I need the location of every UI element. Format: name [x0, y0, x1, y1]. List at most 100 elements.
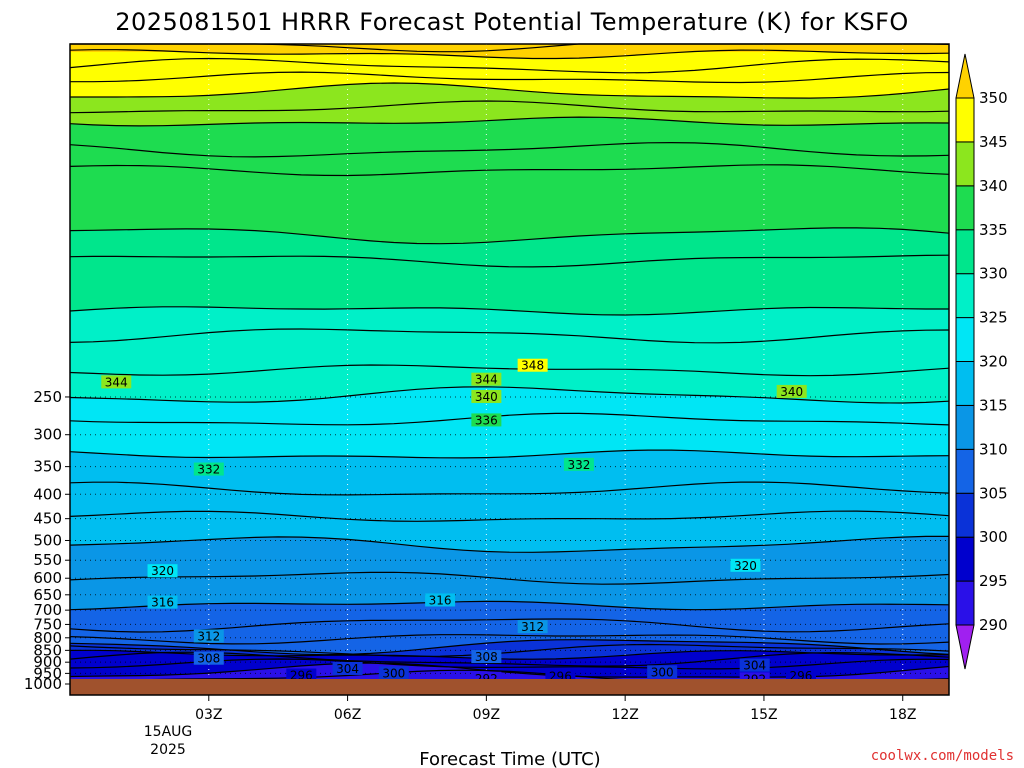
colorbar-label-315: 315: [979, 396, 1008, 414]
ground-fill: [70, 679, 949, 695]
plot-frame: [69, 43, 950, 696]
colorbar-swatch-340: [955, 141, 975, 187]
fill-band-344: [70, 72, 949, 99]
contour-label-336: 336: [475, 413, 498, 427]
contour-label-bg-332: [563, 457, 594, 471]
contour-330: [69, 306, 949, 316]
contour-344: [70, 82, 950, 99]
fill-band-340: [70, 101, 949, 126]
contour-322: [69, 412, 950, 426]
colorbar-swatch-315: [955, 361, 975, 406]
fill-band-326: [70, 329, 949, 376]
contour-328: [69, 328, 950, 344]
colorbar: 290 295 300 305 310 315 320 325 330 335 340 345 350: [955, 53, 1008, 670]
fill-band-328: [70, 306, 949, 343]
contour-label-bg-296: [785, 668, 816, 682]
x-tick-label-9: 09Z: [473, 707, 500, 723]
colorbar-swatch-345: [955, 97, 975, 143]
colorbar-label-305: 305: [979, 484, 1008, 502]
y-tick-label-450: 450: [33, 510, 62, 528]
colorbar-swatch-305: [955, 448, 975, 494]
fill-band-314: [70, 511, 949, 553]
contour-label-bg-320: [730, 558, 761, 572]
colorbar-swatch-300: [955, 492, 975, 538]
colorbar-bottom-arrow: [955, 624, 975, 670]
fill-band-346: [70, 58, 949, 83]
y-tick-label-250: 250: [33, 388, 62, 406]
contour-label-344: 344: [105, 375, 128, 389]
y-tick-label-800: 800: [33, 629, 62, 647]
contour-340: [69, 116, 950, 127]
contour-label-bg-304: [332, 661, 363, 675]
contour-label-300: 300: [651, 665, 674, 679]
contour-label-344: 344: [475, 373, 498, 387]
fill-band-336: [70, 142, 949, 176]
fill-band-306: [70, 619, 949, 644]
chart-title: 2025081501 HRRR Forecast Potential Tempe…: [115, 8, 909, 36]
contour-316: [69, 510, 950, 522]
y-tick-label-650: 650: [33, 586, 62, 604]
fill-band-330: [70, 255, 949, 315]
fill-band-294: [70, 659, 949, 678]
contour-342: [69, 100, 950, 114]
contour-label-348: 348: [521, 359, 544, 373]
fill-band-316: [70, 482, 949, 522]
colorbar-top-arrow: [955, 53, 975, 99]
contour-label-bg-340: [776, 384, 807, 398]
colorbar-label-335: 335: [979, 221, 1008, 239]
contour-308: [69, 618, 950, 633]
colorbar-label-310: 310: [979, 440, 1008, 458]
x-tick-label-15: 15Z: [750, 707, 777, 723]
contour-334: [69, 227, 950, 245]
contour-label-316: 316: [151, 596, 174, 610]
contour-label-320: 320: [734, 559, 757, 573]
y-axis-ticks: 2503003504004505005506006507007508008509…: [24, 388, 70, 693]
y-tick-label-500: 500: [33, 531, 62, 549]
temperature-fill-layers: [70, 44, 949, 695]
contour-label-bg-320: [147, 564, 178, 578]
x-tick-label-6: 06Z: [334, 707, 361, 723]
contour-label-bg-300: [378, 666, 409, 680]
contour-320: [69, 449, 950, 459]
y-tick-label-400: 400: [33, 485, 62, 503]
contour-label-bg-348: [517, 358, 548, 372]
contour-336: [69, 164, 950, 177]
fill-band-318: [70, 450, 949, 495]
y-tick-label-850: 850: [33, 641, 62, 659]
contour-label-bg-304: [739, 658, 770, 672]
x-axis-label: Forecast Time (UTC): [419, 749, 600, 768]
contour-350: [69, 49, 950, 60]
fill-band-338: [70, 117, 949, 157]
y-tick-label-950: 950: [33, 664, 62, 682]
contour-label-bg-300: [647, 665, 678, 679]
contour-332: [69, 254, 950, 268]
contour-label-340: 340: [780, 385, 803, 399]
contour-label-300: 300: [382, 666, 405, 680]
fill-band-324: [70, 365, 949, 403]
contour-label-312: 312: [197, 629, 220, 643]
colorbar-label-340: 340: [979, 177, 1008, 195]
ground-terrain: [70, 679, 949, 695]
y-tick-label-1000: 1000: [24, 675, 62, 693]
contour-326: [69, 364, 950, 377]
colorbar-swatch-335: [955, 185, 975, 231]
colorbar-swatch-290: [955, 580, 975, 626]
contour-346: [70, 71, 950, 84]
colorbar-label-350: 350: [979, 89, 1008, 107]
colorbar-label-290: 290: [979, 616, 1008, 634]
colorbar-label-330: 330: [979, 265, 1008, 283]
colorbar-label-345: 345: [979, 133, 1008, 151]
colorbar-swatch-330: [955, 229, 975, 275]
contour-label-bg-340: [471, 389, 502, 403]
contour-label-bg-312: [193, 629, 224, 643]
y-tick-label-700: 700: [33, 601, 62, 619]
fill-band-312: [70, 536, 949, 585]
x-tick-label-3: 03Z: [195, 707, 222, 723]
colorbar-swatch-325: [955, 273, 975, 319]
contour-label-bg-336: [471, 413, 502, 427]
contour-label-bg-316: [147, 595, 178, 609]
x-tick-label-12: 12Z: [611, 707, 638, 723]
fill-band-304: [70, 634, 949, 655]
colorbar-swatch-295: [955, 536, 975, 582]
y-tick-label-600: 600: [33, 569, 62, 587]
